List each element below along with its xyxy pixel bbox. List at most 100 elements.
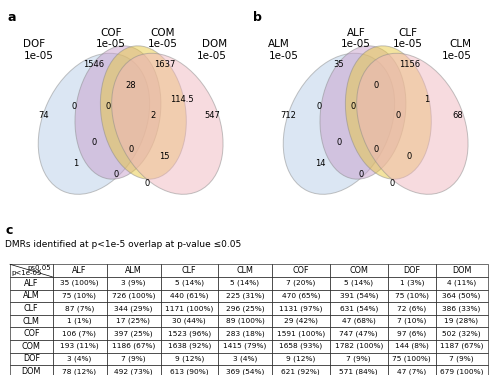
Text: 0: 0 (114, 170, 119, 179)
Text: 1 (3%): 1 (3%) (400, 280, 424, 286)
Text: 747 (47%): 747 (47%) (340, 330, 378, 337)
Text: 283 (18%): 283 (18%) (226, 330, 264, 337)
Text: 492 (73%): 492 (73%) (114, 368, 153, 375)
FancyBboxPatch shape (10, 327, 52, 340)
FancyBboxPatch shape (436, 264, 488, 277)
Text: 1637: 1637 (154, 60, 175, 69)
FancyBboxPatch shape (160, 290, 218, 302)
FancyBboxPatch shape (272, 264, 330, 277)
Text: 0: 0 (350, 102, 356, 111)
Text: 0: 0 (145, 178, 150, 188)
Text: 1: 1 (73, 159, 78, 168)
Text: 386 (33%): 386 (33%) (442, 305, 480, 312)
Text: 5 (14%): 5 (14%) (230, 280, 260, 286)
FancyBboxPatch shape (218, 365, 272, 375)
FancyBboxPatch shape (52, 315, 106, 327)
Text: 0: 0 (106, 102, 110, 111)
Text: 97 (6%): 97 (6%) (397, 330, 426, 337)
Text: 369 (54%): 369 (54%) (226, 368, 264, 375)
Text: 114.5: 114.5 (170, 95, 194, 104)
FancyBboxPatch shape (330, 264, 388, 277)
Text: 613 (90%): 613 (90%) (170, 368, 208, 375)
Text: 7 (9%): 7 (9%) (449, 356, 474, 362)
Text: 440 (61%): 440 (61%) (170, 292, 208, 299)
Text: 106 (7%): 106 (7%) (62, 330, 96, 337)
FancyBboxPatch shape (388, 302, 436, 315)
Text: ALF: ALF (72, 266, 86, 275)
Text: DOM: DOM (22, 367, 41, 375)
Text: 344 (29%): 344 (29%) (114, 305, 153, 312)
FancyBboxPatch shape (436, 327, 488, 340)
FancyBboxPatch shape (272, 290, 330, 302)
FancyBboxPatch shape (106, 302, 160, 315)
FancyBboxPatch shape (388, 327, 436, 340)
Text: 1156: 1156 (399, 60, 420, 69)
Text: 14: 14 (316, 159, 326, 168)
FancyBboxPatch shape (106, 264, 160, 277)
Text: 87 (7%): 87 (7%) (65, 305, 94, 312)
Text: 726 (100%): 726 (100%) (112, 292, 155, 299)
Text: 19 (28%): 19 (28%) (444, 318, 478, 324)
FancyBboxPatch shape (160, 340, 218, 352)
FancyBboxPatch shape (272, 340, 330, 352)
FancyBboxPatch shape (52, 290, 106, 302)
Text: 47 (68%): 47 (68%) (342, 318, 376, 324)
Ellipse shape (100, 46, 186, 179)
Text: 0: 0 (316, 102, 322, 111)
FancyBboxPatch shape (218, 340, 272, 352)
Text: 0: 0 (92, 138, 96, 147)
Text: 68: 68 (452, 111, 463, 120)
Text: COM: COM (22, 342, 40, 351)
Text: 225 (31%): 225 (31%) (226, 292, 264, 299)
Text: 9 (12%): 9 (12%) (286, 356, 316, 362)
Text: CLF: CLF (182, 266, 196, 275)
FancyBboxPatch shape (160, 352, 218, 365)
Text: CLM
1e-05: CLM 1e-05 (442, 39, 472, 61)
FancyBboxPatch shape (330, 302, 388, 315)
Text: CLF: CLF (24, 304, 38, 313)
FancyBboxPatch shape (218, 264, 272, 277)
FancyBboxPatch shape (106, 290, 160, 302)
Text: ALM: ALM (125, 266, 142, 275)
FancyBboxPatch shape (388, 365, 436, 375)
FancyBboxPatch shape (330, 340, 388, 352)
FancyBboxPatch shape (160, 315, 218, 327)
FancyBboxPatch shape (52, 352, 106, 365)
Ellipse shape (320, 46, 406, 179)
Text: 35: 35 (334, 60, 344, 69)
Text: a: a (8, 11, 16, 24)
Text: 0: 0 (336, 138, 342, 147)
FancyBboxPatch shape (330, 365, 388, 375)
Text: 0: 0 (373, 145, 378, 154)
Text: COM
1e-05: COM 1e-05 (148, 28, 178, 50)
Text: 1186 (67%): 1186 (67%) (112, 343, 155, 350)
Text: 296 (25%): 296 (25%) (226, 305, 264, 312)
Text: 391 (54%): 391 (54%) (340, 292, 378, 299)
Text: 0: 0 (407, 152, 412, 161)
Text: 0: 0 (373, 81, 378, 90)
Text: 571 (84%): 571 (84%) (340, 368, 378, 375)
Text: 5 (14%): 5 (14%) (344, 280, 374, 286)
Text: 1591 (100%): 1591 (100%) (276, 330, 325, 337)
FancyBboxPatch shape (388, 315, 436, 327)
Text: 0: 0 (390, 178, 395, 188)
FancyBboxPatch shape (10, 277, 52, 290)
Text: 1546: 1546 (84, 60, 104, 69)
FancyBboxPatch shape (218, 302, 272, 315)
FancyBboxPatch shape (330, 352, 388, 365)
Text: 1131 (97%): 1131 (97%) (279, 305, 322, 312)
Text: c: c (5, 224, 12, 237)
Text: 89 (100%): 89 (100%) (226, 318, 264, 324)
Text: ALF
1e-05: ALF 1e-05 (341, 28, 371, 50)
Text: 7 (10%): 7 (10%) (397, 318, 426, 324)
FancyBboxPatch shape (436, 315, 488, 327)
Text: 631 (54%): 631 (54%) (340, 305, 378, 312)
FancyBboxPatch shape (160, 277, 218, 290)
Text: 47 (7%): 47 (7%) (397, 368, 426, 375)
FancyBboxPatch shape (52, 264, 106, 277)
FancyBboxPatch shape (388, 277, 436, 290)
Text: 72 (6%): 72 (6%) (397, 305, 426, 312)
Text: CLM: CLM (23, 316, 40, 326)
FancyBboxPatch shape (436, 290, 488, 302)
FancyBboxPatch shape (330, 327, 388, 340)
